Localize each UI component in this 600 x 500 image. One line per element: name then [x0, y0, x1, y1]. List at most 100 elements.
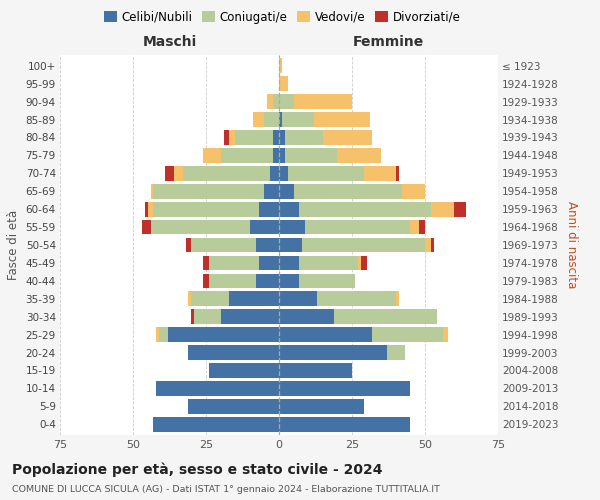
Bar: [273, 130, 279, 145]
Bar: [209, 363, 279, 378]
Bar: [191, 292, 229, 306]
Text: Popolazione per età, sesso e stato civile - 2024: Popolazione per età, sesso e stato civil…: [12, 462, 383, 477]
Bar: [159, 328, 168, 342]
Bar: [256, 274, 279, 288]
Bar: [142, 220, 151, 234]
Bar: [203, 148, 221, 162]
Bar: [188, 345, 279, 360]
Bar: [279, 202, 299, 216]
Bar: [273, 94, 279, 109]
Bar: [174, 166, 182, 180]
Bar: [145, 202, 148, 216]
Bar: [305, 220, 410, 234]
Bar: [256, 238, 279, 252]
Bar: [387, 345, 404, 360]
Bar: [148, 202, 154, 216]
Bar: [279, 292, 317, 306]
Bar: [279, 345, 387, 360]
Bar: [154, 417, 279, 432]
Bar: [279, 417, 410, 432]
Bar: [323, 130, 373, 145]
Bar: [185, 238, 191, 252]
Bar: [194, 310, 221, 324]
Bar: [259, 256, 279, 270]
Bar: [154, 202, 259, 216]
Bar: [299, 202, 431, 216]
Bar: [265, 112, 279, 127]
Bar: [279, 166, 288, 180]
Bar: [221, 148, 273, 162]
Legend: Celibi/Nubili, Coniugati/e, Vedovi/e, Divorziati/e: Celibi/Nubili, Coniugati/e, Vedovi/e, Di…: [99, 6, 465, 28]
Bar: [259, 202, 279, 216]
Bar: [293, 94, 352, 109]
Bar: [203, 256, 209, 270]
Bar: [235, 130, 273, 145]
Bar: [443, 328, 448, 342]
Bar: [425, 238, 431, 252]
Bar: [203, 274, 209, 288]
Bar: [229, 292, 279, 306]
Bar: [361, 256, 367, 270]
Bar: [279, 112, 282, 127]
Bar: [285, 148, 337, 162]
Bar: [265, 184, 279, 198]
Bar: [279, 76, 288, 91]
Bar: [279, 399, 364, 413]
Bar: [229, 130, 235, 145]
Bar: [285, 130, 323, 145]
Bar: [299, 256, 358, 270]
Bar: [279, 328, 373, 342]
Bar: [396, 292, 399, 306]
Bar: [182, 166, 270, 180]
Bar: [250, 220, 279, 234]
Bar: [279, 130, 285, 145]
Bar: [334, 310, 437, 324]
Bar: [157, 381, 279, 396]
Bar: [188, 292, 191, 306]
Bar: [151, 184, 154, 198]
Bar: [373, 328, 443, 342]
Bar: [337, 148, 381, 162]
Bar: [288, 166, 364, 180]
Y-axis label: Fasce di età: Fasce di età: [7, 210, 20, 280]
Bar: [191, 238, 256, 252]
Bar: [168, 328, 279, 342]
Text: COMUNE DI LUCCA SICULA (AG) - Dati ISTAT 1° gennaio 2024 - Elaborazione TUTTITAL: COMUNE DI LUCCA SICULA (AG) - Dati ISTAT…: [12, 485, 440, 494]
Bar: [279, 148, 285, 162]
Bar: [314, 112, 370, 127]
Bar: [279, 310, 334, 324]
Bar: [396, 166, 399, 180]
Bar: [279, 238, 302, 252]
Bar: [279, 363, 352, 378]
Bar: [279, 58, 282, 73]
Bar: [224, 130, 229, 145]
Bar: [358, 256, 361, 270]
Bar: [188, 399, 279, 413]
Bar: [209, 256, 259, 270]
Bar: [268, 94, 273, 109]
Bar: [151, 220, 250, 234]
Y-axis label: Anni di nascita: Anni di nascita: [565, 202, 578, 288]
Bar: [279, 94, 293, 109]
Bar: [270, 166, 279, 180]
Bar: [431, 202, 454, 216]
Bar: [454, 202, 466, 216]
Bar: [419, 220, 425, 234]
Bar: [191, 310, 194, 324]
Bar: [157, 328, 159, 342]
Bar: [165, 166, 174, 180]
Bar: [317, 292, 396, 306]
Bar: [410, 220, 419, 234]
Bar: [293, 184, 401, 198]
Bar: [154, 184, 265, 198]
Bar: [273, 148, 279, 162]
Bar: [279, 256, 299, 270]
Bar: [401, 184, 425, 198]
Bar: [279, 274, 299, 288]
Bar: [364, 166, 396, 180]
Bar: [299, 274, 355, 288]
Bar: [302, 238, 425, 252]
Bar: [282, 112, 314, 127]
Bar: [431, 238, 434, 252]
Bar: [279, 184, 293, 198]
